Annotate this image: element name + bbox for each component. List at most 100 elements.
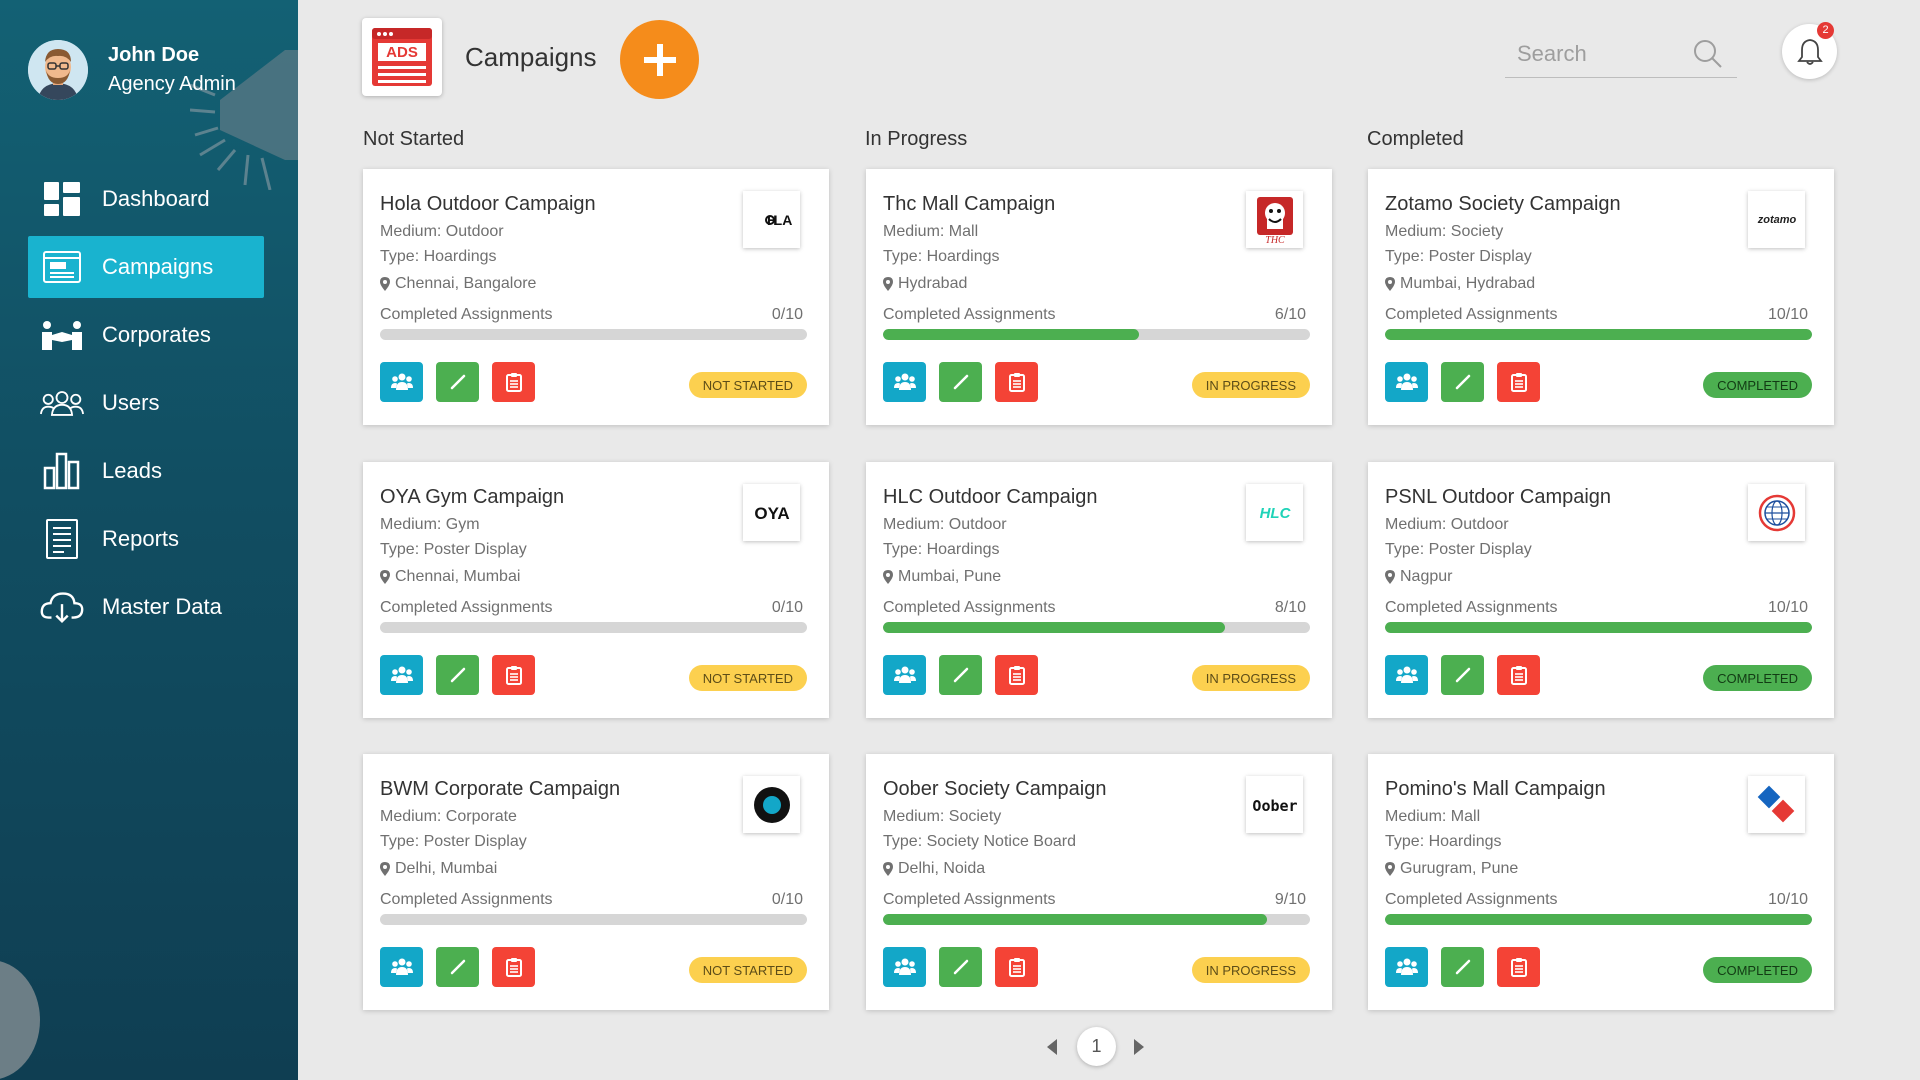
campaign-card[interactable]: Zotamo Society Campaign Medium: Society Ty…	[1368, 169, 1834, 425]
edit-button[interactable]	[1441, 362, 1484, 402]
search-input[interactable]	[1505, 40, 1685, 67]
user-role: Agency Admin	[108, 73, 236, 95]
campaign-name[interactable]: PSNL Outdoor Campaign	[1385, 486, 1612, 508]
edit-button[interactable]	[939, 362, 982, 402]
assignments-button[interactable]	[1497, 947, 1540, 987]
svg-text:H: H	[766, 212, 776, 228]
assignment-progress-bar	[883, 914, 1310, 925]
sidebar-item-reports[interactable]: Reports	[28, 508, 264, 570]
sidebar-item-master-data[interactable]: Master Data	[28, 576, 264, 638]
sidebar-item-corporates[interactable]: Corporates	[28, 304, 264, 366]
campaign-medium: Medium: Outdoor	[883, 516, 1007, 533]
campaign-card[interactable]: HLC Outdoor Campaign Medium: Outdoor Type:…	[866, 462, 1332, 718]
campaign-type: Type: Hoardings	[1385, 833, 1502, 850]
team-button[interactable]	[1385, 947, 1428, 987]
user-profile[interactable]: John Doe Agency Admin	[28, 40, 236, 100]
edit-button[interactable]	[436, 655, 479, 695]
campaign-name[interactable]: Oober Society Campaign	[883, 778, 1107, 800]
assignment-progress-bar	[1385, 329, 1812, 340]
completed-assignments-label: Completed Assignments	[1385, 599, 1558, 616]
next-page-icon[interactable]	[1133, 1038, 1145, 1056]
edit-button[interactable]	[939, 947, 982, 987]
search-icon[interactable]	[1693, 39, 1723, 69]
assignment-progress-fill	[883, 914, 1268, 925]
completed-assignments-label: Completed Assignments	[380, 306, 553, 323]
campaign-location-text: Chennai, Mumbai	[395, 568, 521, 585]
assignments-button[interactable]	[492, 947, 535, 987]
sidebar-item-leads[interactable]: Leads	[28, 440, 264, 502]
clipboard-icon	[505, 958, 522, 977]
column-title-in-progress: In Progress	[865, 128, 968, 150]
campaign-name[interactable]: Thc Mall Campaign	[883, 193, 1056, 215]
edit-icon	[1455, 667, 1470, 683]
team-button[interactable]	[883, 947, 926, 987]
clipboard-icon	[1510, 958, 1527, 977]
team-icon	[1395, 373, 1418, 390]
sidebar-item-label: Campaigns	[102, 254, 214, 279]
campaign-card[interactable]: Pomino's Mall Campaign Medium: Mall Type: …	[1368, 754, 1834, 1010]
svg-text:LA: LA	[773, 212, 792, 228]
campaign-card[interactable]: PSNL Outdoor Campaign Medium: Outdoor Type…	[1368, 462, 1834, 718]
campaign-location-text: Nagpur	[1400, 568, 1453, 585]
assignments-button[interactable]	[995, 947, 1038, 987]
campaign-location-text: Gurugram, Pune	[1400, 860, 1519, 877]
team-button[interactable]	[380, 947, 423, 987]
edit-button[interactable]	[1441, 655, 1484, 695]
completed-assignments-count: 6/10	[1274, 306, 1306, 323]
sidebar-item-users[interactable]: Users	[28, 372, 264, 434]
campaign-type: Type: Poster Display	[380, 541, 527, 558]
campaign-name[interactable]: HLC Outdoor Campaign	[883, 486, 1098, 508]
campaign-location-text: Chennai, Bangalore	[395, 275, 537, 292]
assignment-progress-bar	[380, 914, 807, 925]
team-button[interactable]	[883, 655, 926, 695]
campaign-type: Type: Hoardings	[883, 248, 1000, 265]
status-badge: NOT STARTED	[688, 665, 807, 691]
sidebar-item-campaigns[interactable]: Campaigns	[28, 236, 264, 298]
assignments-button[interactable]	[1497, 655, 1540, 695]
assignments-button[interactable]	[1497, 362, 1540, 402]
edit-button[interactable]	[939, 655, 982, 695]
edit-button[interactable]	[1441, 947, 1484, 987]
assignments-button[interactable]	[995, 655, 1038, 695]
edit-button[interactable]	[436, 947, 479, 987]
team-button[interactable]	[1385, 362, 1428, 402]
campaign-location: Delhi, Mumbai	[380, 860, 497, 878]
team-button[interactable]	[380, 362, 423, 402]
clipboard-icon	[1510, 373, 1527, 392]
team-icon	[1395, 666, 1418, 683]
completed-assignments-count: 8/10	[1274, 599, 1306, 616]
edit-button[interactable]	[436, 362, 479, 402]
campaign-name[interactable]: BWM Corporate Campaign	[380, 778, 621, 800]
campaign-name[interactable]: Zotamo Society Campaign	[1385, 193, 1621, 215]
column-title-not-started: Not Started	[363, 128, 465, 150]
team-button[interactable]	[1385, 655, 1428, 695]
clipboard-icon	[1008, 666, 1025, 685]
campaign-name[interactable]: OYA Gym Campaign	[380, 486, 565, 508]
completed-assignments-count: 0/10	[771, 599, 803, 616]
notification-count-badge: 2	[1817, 22, 1834, 39]
cloud-download-icon	[40, 587, 84, 627]
clipboard-icon	[505, 666, 522, 685]
campaign-name[interactable]: Hola Outdoor Campaign	[380, 193, 596, 215]
search-bar	[1505, 30, 1737, 78]
status-badge: COMPLETED	[1703, 665, 1812, 691]
sidebar-item-dashboard[interactable]: Dashboard	[28, 168, 264, 230]
campaign-card[interactable]: Thc Mall Campaign Medium: Mall Type: Hoard…	[866, 169, 1332, 425]
team-button[interactable]	[883, 362, 926, 402]
assignments-button[interactable]	[492, 655, 535, 695]
add-campaign-button[interactable]	[620, 20, 699, 99]
campaign-card[interactable]: Hola Outdoor Campaign Medium: Outdoor Type…	[363, 169, 829, 425]
campaign-card[interactable]: OYA Gym Campaign Medium: Gym Type: Poster …	[363, 462, 829, 718]
previous-page-icon[interactable]	[1046, 1038, 1058, 1056]
campaign-card[interactable]: BWM Corporate Campaign Medium: Corporate T…	[363, 754, 829, 1010]
campaign-name[interactable]: Pomino's Mall Campaign	[1385, 778, 1606, 800]
page-number-button[interactable]: 1	[1077, 1027, 1116, 1066]
campaign-card[interactable]: Oober Society Campaign Medium: Society Typ…	[866, 754, 1332, 1010]
team-button[interactable]	[380, 655, 423, 695]
campaign-medium: Medium: Outdoor	[380, 223, 504, 240]
assignments-button[interactable]	[492, 362, 535, 402]
assignment-progress-bar	[1385, 622, 1812, 633]
thc-logo: THC	[1246, 191, 1303, 248]
assignments-button[interactable]	[995, 362, 1038, 402]
campaign-type: Type: Poster Display	[1385, 541, 1532, 558]
